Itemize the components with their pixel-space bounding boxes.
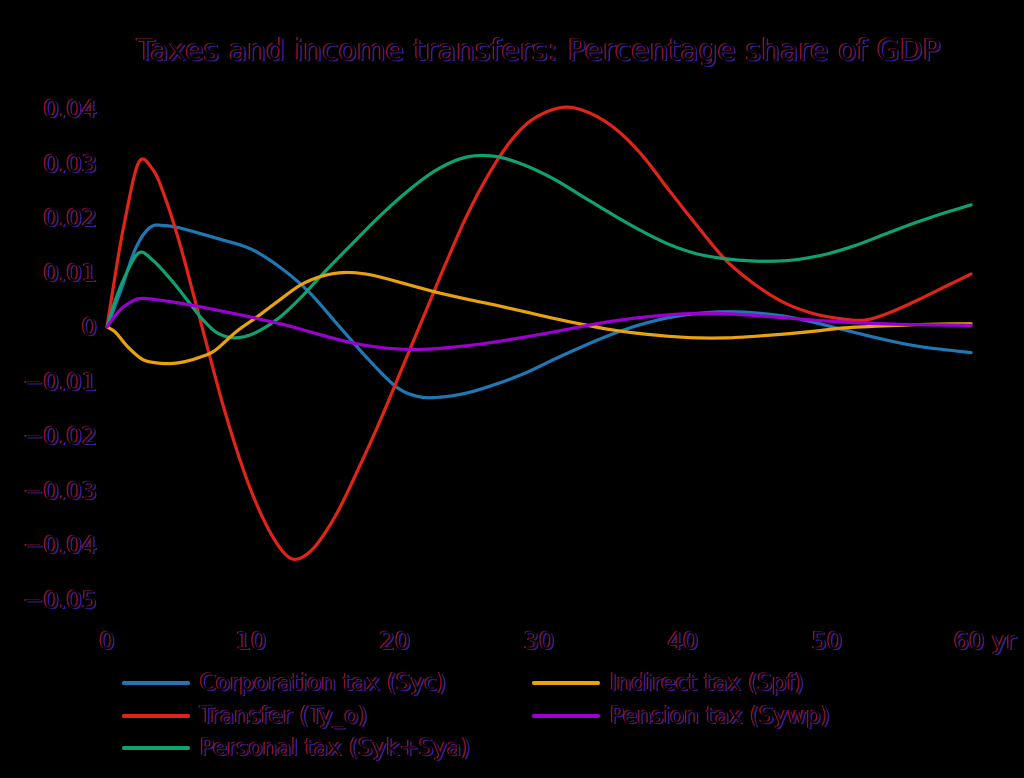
legend-label: Corporation tax (Syc) xyxy=(200,670,447,696)
legend-line-sample xyxy=(532,714,600,718)
y-tick-label: −0.02 xyxy=(23,422,97,450)
y-tick-label: 0.01 xyxy=(43,258,97,287)
x-tick-label: 10 xyxy=(235,627,267,655)
series-line-3 xyxy=(105,270,973,366)
legend-label: Pension tax (Sywp) xyxy=(610,703,830,729)
x-tick-label: 0 xyxy=(99,627,115,655)
legend-line-sample xyxy=(122,681,190,685)
x-tick-label: 60 yr xyxy=(953,627,1017,655)
y-tick-label: −0.01 xyxy=(23,367,97,396)
legend-line-sample xyxy=(122,746,190,750)
y-tick-label: −0.04 xyxy=(23,531,97,559)
legend-label: Indirect tax (Spf) xyxy=(610,670,804,696)
legend-label: Personal tax (Syk+Sya) xyxy=(200,735,471,761)
chart-title: Taxes and income transfers: Percentage s… xyxy=(137,33,941,67)
series-line-2 xyxy=(105,153,973,340)
x-tick-label: 40 xyxy=(667,627,699,655)
y-tick-label: 0 xyxy=(81,313,97,341)
series-line-4 xyxy=(105,296,973,352)
legend-line-sample xyxy=(122,714,190,718)
series-line-1 xyxy=(105,105,973,562)
x-tick-label: 30 xyxy=(523,627,555,655)
legend-label: Transfer (Ty_o) xyxy=(200,703,368,729)
y-tick-label: 0.03 xyxy=(43,149,97,178)
legend-line-sample xyxy=(532,681,600,685)
y-tick-label: −0.05 xyxy=(23,585,97,614)
x-tick-label: 20 xyxy=(379,627,411,655)
y-tick-label: 0.02 xyxy=(43,204,97,232)
y-tick-label: 0.04 xyxy=(43,95,97,123)
x-tick-label: 50 xyxy=(811,627,843,655)
y-tick-label: −0.03 xyxy=(23,476,97,505)
